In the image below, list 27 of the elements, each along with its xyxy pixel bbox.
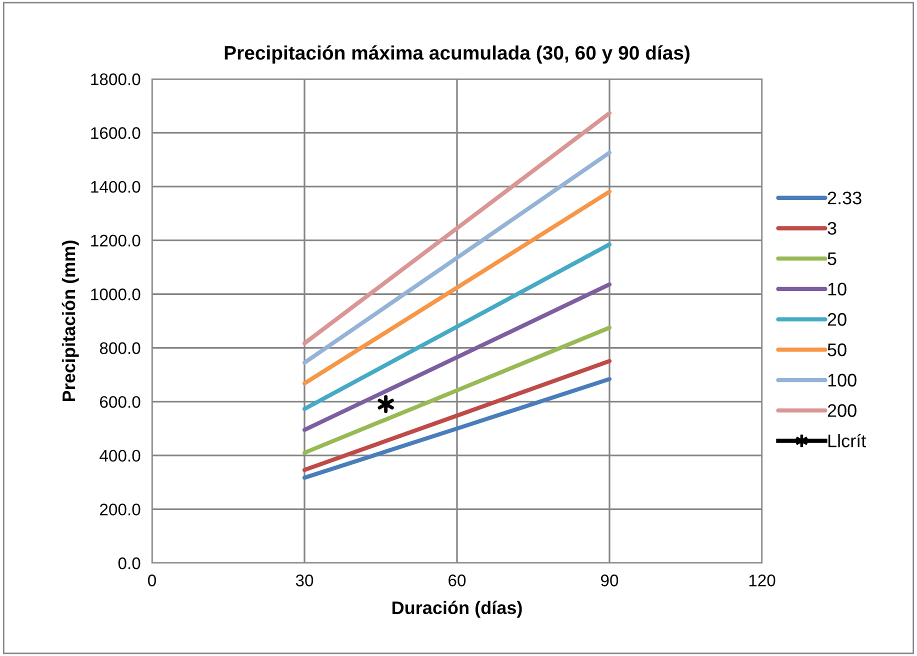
legend-label: 20 bbox=[828, 313, 846, 326]
x-tick-label: 30 bbox=[296, 574, 314, 586]
y-tick-label: 200.0 bbox=[100, 504, 140, 516]
x-axis-title: Duración (días) bbox=[392, 600, 522, 618]
legend-label: Llcrít bbox=[828, 434, 866, 448]
legend-label: 100 bbox=[828, 374, 856, 387]
x-tick-label: 90 bbox=[601, 574, 618, 586]
x-tick-label: 0 bbox=[148, 574, 156, 586]
legend-label: 5 bbox=[828, 252, 836, 266]
y-tick-label: 800.0 bbox=[100, 342, 140, 354]
y-axis-title: Precipitación (mm) bbox=[62, 240, 79, 402]
y-tick-label: 1200.0 bbox=[91, 234, 140, 247]
x-tick-label: 120 bbox=[749, 574, 776, 586]
y-tick-label: 1000.0 bbox=[91, 288, 140, 300]
y-tick-label: 600.0 bbox=[100, 396, 140, 408]
y-tick-label: 1600.0 bbox=[91, 127, 140, 139]
x-tick-label: 60 bbox=[448, 574, 466, 586]
chart-title: Precipitación máxima acumulada (30, 60 y 90 días) bbox=[224, 45, 690, 64]
y-tick-label: 1400.0 bbox=[91, 180, 140, 193]
legend-label: 10 bbox=[828, 282, 846, 296]
y-tick-label: 400.0 bbox=[100, 450, 140, 462]
legend-label: 50 bbox=[828, 343, 846, 356]
legend-label: 200 bbox=[828, 404, 856, 417]
legend-label: 2.33 bbox=[828, 192, 862, 204]
y-tick-label: 0.0 bbox=[118, 557, 140, 570]
y-tick-label: 1800.0 bbox=[91, 73, 140, 86]
legend-label: 3 bbox=[828, 222, 836, 235]
